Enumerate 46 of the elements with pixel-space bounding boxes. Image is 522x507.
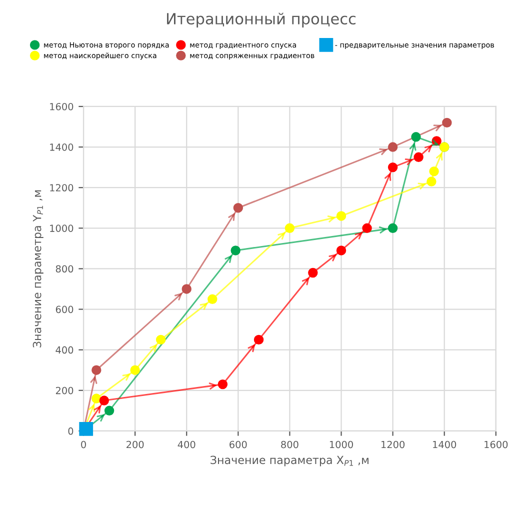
point — [130, 365, 140, 375]
point — [254, 334, 264, 345]
point — [388, 223, 398, 234]
point — [233, 203, 244, 213]
y-tick-label: 1600 — [50, 102, 74, 110]
point — [411, 132, 421, 142]
point — [284, 223, 295, 234]
point — [92, 365, 102, 375]
point — [99, 396, 109, 406]
point — [414, 152, 424, 162]
y-tick-label: 600 — [56, 306, 74, 314]
y-tick-label: 1200 — [50, 184, 74, 192]
y-tick-label: 400 — [56, 346, 74, 354]
point — [92, 394, 102, 404]
x-tick-label: 600 — [230, 440, 247, 448]
point — [208, 294, 218, 304]
point — [336, 246, 346, 256]
x-tick-label: 1000 — [330, 440, 353, 448]
x-tick-label: 800 — [281, 440, 298, 448]
point — [182, 284, 192, 294]
chart-title: Итерационный процесс — [167, 12, 356, 28]
point — [156, 334, 166, 345]
point — [79, 422, 94, 436]
y-tick-label: 1000 — [50, 224, 74, 232]
y-tick-label: 1400 — [50, 144, 74, 151]
x-tick-label: 400 — [178, 440, 196, 448]
point — [104, 406, 114, 416]
point — [230, 246, 240, 256]
x-tick-label: 200 — [126, 440, 144, 448]
point — [388, 142, 398, 152]
point — [429, 166, 439, 176]
x-tick-label: 1200 — [382, 440, 405, 448]
point — [308, 268, 318, 278]
point — [388, 162, 398, 172]
x-axis-title: Значение параметра X$_{P1}$ ,м — [210, 456, 368, 466]
x-tick-label: 1400 — [433, 440, 456, 448]
y-tick-label: 0 — [68, 427, 74, 435]
y-axis-title: Значение параметра Y$_{P1}$ ,м — [32, 190, 44, 348]
y-tick-label: 800 — [56, 265, 74, 273]
x-tick-label: 1600 — [484, 440, 508, 448]
y-tick-label: 200 — [56, 386, 74, 394]
x-tick-label: 0 — [81, 440, 86, 448]
point — [218, 379, 228, 390]
point — [362, 223, 372, 234]
point — [442, 118, 452, 128]
point — [336, 211, 346, 221]
